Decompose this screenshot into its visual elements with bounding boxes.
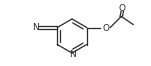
Text: N: N bbox=[69, 50, 75, 59]
Text: O: O bbox=[119, 4, 126, 13]
Text: N: N bbox=[32, 23, 39, 32]
Text: O: O bbox=[102, 24, 109, 33]
